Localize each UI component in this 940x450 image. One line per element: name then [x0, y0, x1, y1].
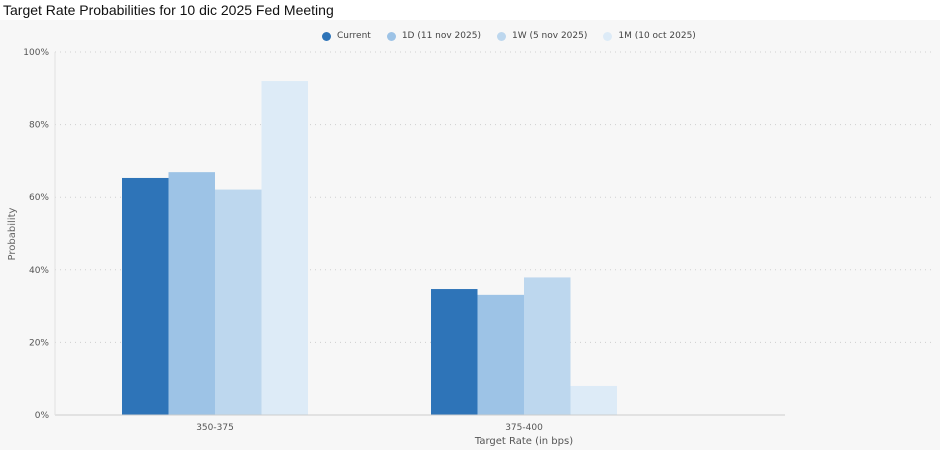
legend-item[interactable]: 1W (5 nov 2025) [496, 31, 588, 41]
legend-swatch-icon [386, 31, 396, 41]
y-tick-label: 20% [29, 338, 49, 348]
legend-item[interactable]: 1M (10 oct 2025) [603, 31, 696, 41]
bars: Current: 65.3%1D (11 nov 2025): 66.9%1W … [122, 81, 617, 415]
bar[interactable]: Current: 65.3% [122, 177, 169, 415]
chart-title: Target Rate Probabilities for 10 dic 202… [3, 2, 334, 18]
bar[interactable]: 1M (10 oct 2025): 92% [261, 81, 309, 415]
y-tick-label: 40% [29, 266, 49, 276]
title-bar: Target Rate Probabilities for 10 dic 202… [0, 0, 940, 20]
legend-label: 1D (11 nov 2025) [401, 31, 481, 41]
bar[interactable]: 1W (5 nov 2025): 37.9% [524, 277, 571, 415]
legend-item[interactable]: Current [322, 31, 371, 41]
legend-item[interactable]: 1D (11 nov 2025) [386, 31, 481, 41]
legend-label: 1M (10 oct 2025) [618, 31, 696, 41]
x-axis-ticks: 350-375 375-400 [196, 423, 543, 433]
y-tick-label: 80% [29, 121, 49, 131]
bar[interactable]: 1W (5 nov 2025): 62.1% [215, 189, 262, 415]
legend-label: Current [337, 31, 371, 41]
y-axis-label: Probability [7, 207, 18, 260]
y-tick-label: 100% [23, 48, 49, 58]
y-tick-label: 60% [29, 193, 49, 203]
bar[interactable]: Current: 34.7% [431, 289, 478, 415]
x-tick-label: 375-400 [505, 423, 543, 433]
legend: Current 1D (11 nov 2025) 1W (5 nov 2025) 1M… [322, 31, 696, 41]
y-axis-ticks: 0% 20% 40% 60% 80% 100% [23, 48, 49, 421]
legend-swatch-icon [496, 31, 506, 41]
bar[interactable]: 1D (11 nov 2025): 33.1% [477, 294, 525, 415]
x-axis-label: Target Rate (in bps) [474, 436, 573, 447]
legend-swatch-icon [603, 31, 613, 41]
x-tick-label: 350-375 [196, 423, 234, 433]
bar[interactable]: 1D (11 nov 2025): 66.9% [168, 172, 216, 415]
legend-label: 1W (5 nov 2025) [511, 31, 588, 41]
legend-swatch-icon [322, 31, 331, 41]
bar[interactable]: 1M (10 oct 2025): 8% [570, 385, 618, 415]
y-tick-label: 0% [35, 411, 50, 421]
